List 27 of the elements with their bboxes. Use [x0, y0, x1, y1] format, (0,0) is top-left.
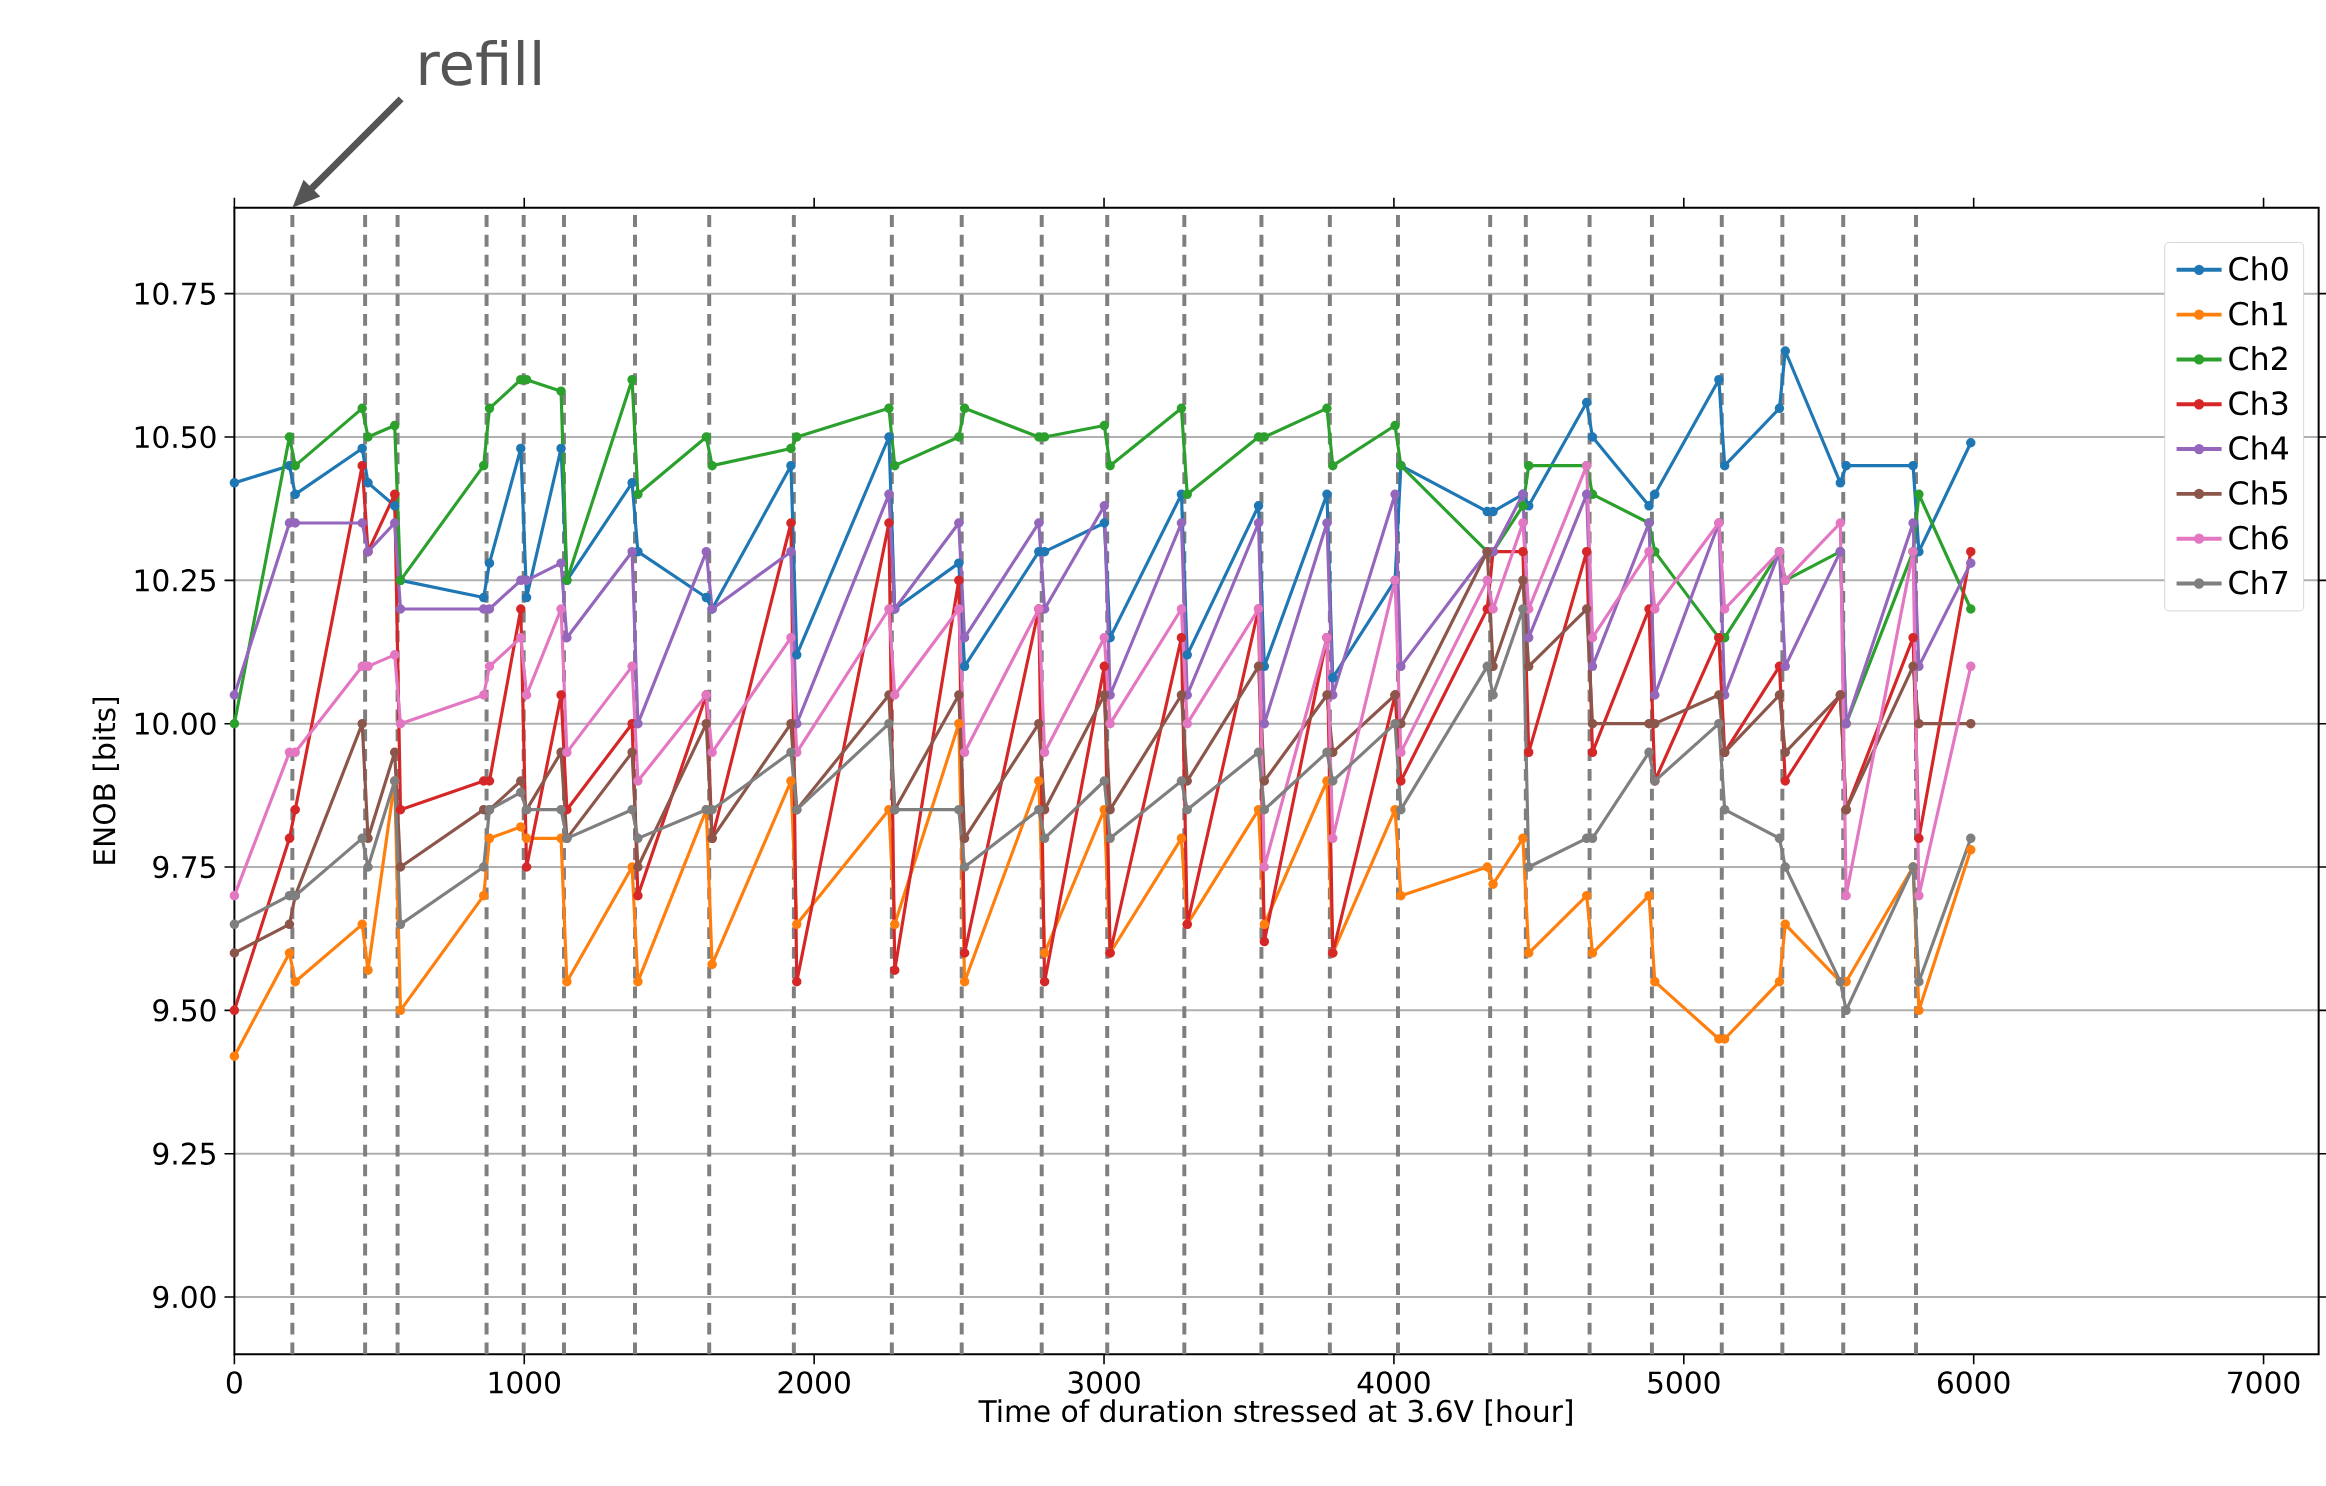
x-tick-label: 2000 — [778, 1371, 850, 1394]
x-tick-label: 0 — [226, 1371, 242, 1394]
legend-label: Ch1 — [2229, 300, 2287, 326]
x-tick-label: 6000 — [1938, 1371, 2010, 1394]
x-tick-label: 1000 — [489, 1371, 561, 1394]
legend-label: Ch6 — [2229, 524, 2288, 550]
y-tick-label: 9.25 — [153, 1142, 215, 1165]
annotation: refill — [420, 39, 540, 86]
y-axis-title: ENOB [bits] — [92, 697, 119, 864]
y-tick-label: 10.75 — [135, 282, 215, 305]
x-axis-title: Time of duration stressed at 3.6V [hour] — [978, 1399, 1572, 1426]
legend-label: Ch2 — [2229, 345, 2287, 371]
x-tick-label: 5000 — [1648, 1371, 1720, 1394]
x-tick-label: 3000 — [1068, 1371, 1140, 1394]
y-tick-label: 9.00 — [153, 1285, 216, 1309]
legend-label: Ch0 — [2229, 256, 2288, 281]
legend-label: Ch7 — [2229, 569, 2288, 595]
y-tick-label: 9.75 — [153, 855, 215, 879]
legend-label: Ch4 — [2229, 435, 2289, 460]
x-tick-label: 4000 — [1357, 1371, 1430, 1394]
y-tick-label: 10.25 — [135, 568, 215, 592]
legend-label: Ch3 — [2229, 390, 2288, 416]
x-tick-label: 7000 — [2228, 1371, 2300, 1394]
y-tick-label: 10.50 — [135, 425, 216, 449]
y-tick-label: 9.50 — [153, 998, 216, 1022]
y-tick-label: 10.00 — [135, 712, 216, 735]
legend-label: Ch5 — [2229, 480, 2288, 505]
